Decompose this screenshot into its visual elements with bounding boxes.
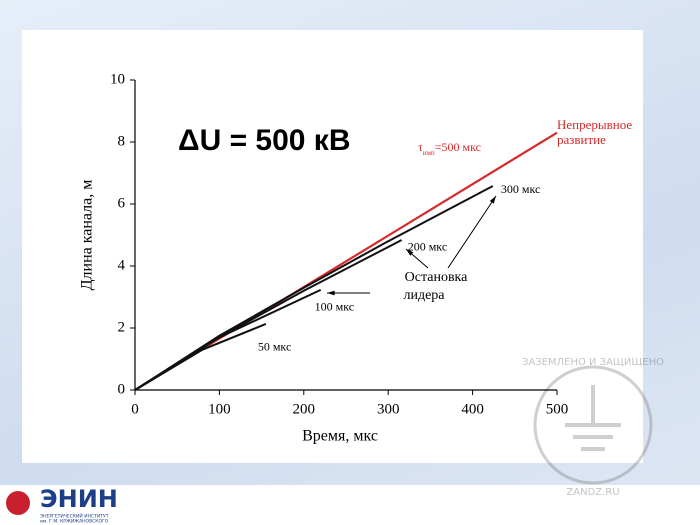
- series-line: [134, 323, 267, 391]
- tau-text: =500 мкс: [435, 140, 481, 154]
- x-axis-label: Время, мкс: [302, 428, 378, 445]
- logo-icon: [6, 491, 30, 515]
- arrow-head: [406, 249, 414, 256]
- watermark-text: ЗАЗЕМЛЕНО И ЗАЩИЩЕНО: [522, 357, 664, 368]
- watermark-site: ZANDZ.RU: [566, 487, 619, 498]
- series-label: 300 мкс: [501, 182, 540, 196]
- y-tick-label: 4: [118, 257, 126, 273]
- y-axis-label: Длина канала, м: [79, 180, 96, 291]
- tau-label: τимп=500 мкс: [418, 140, 481, 157]
- watermark-ring: [533, 365, 653, 485]
- series-label: 100 мкс: [315, 300, 354, 314]
- tau-symbol: τ: [418, 140, 423, 154]
- x-tick-label: 500: [546, 401, 569, 417]
- logo-subtitle: им. Г.М. КРЖИЖАНОВСКОГО: [40, 519, 109, 525]
- x-tick-label: 300: [377, 401, 400, 417]
- x-tick-label: 200: [293, 401, 316, 417]
- logo-title: ЭНИН: [40, 485, 118, 513]
- y-tick-label: 10: [110, 71, 125, 87]
- series-label: 50 мкс: [258, 340, 291, 354]
- y-tick-label: 2: [118, 319, 126, 335]
- y-tick-label: 8: [118, 133, 126, 149]
- arrow: [447, 195, 497, 269]
- arrow-head: [489, 196, 496, 204]
- annotation: ΔU = 500 кВ: [178, 124, 351, 157]
- x-tick-label: 100: [208, 401, 231, 417]
- series-label: Непрерывное развитие: [557, 117, 633, 147]
- chart-background: [22, 30, 643, 463]
- x-tick-label: 400: [461, 401, 484, 417]
- watermark: ЗАЗЕМЛЕНО И ЗАЩИЩЕНО ZANDZ.RU: [522, 357, 664, 498]
- x-tick-label: 0: [131, 401, 139, 417]
- y-tick-label: 6: [118, 195, 126, 211]
- y-tick-label: 0: [118, 381, 126, 397]
- arrow-head: [327, 290, 335, 296]
- annotation: Остановка: [405, 270, 469, 285]
- series-label: 200 мкс: [408, 240, 447, 254]
- footer: [0, 485, 700, 525]
- tau-subscript: имп: [423, 149, 435, 157]
- annotation: лидера: [403, 288, 445, 303]
- logo-subtitle: ЭНЕРГЕТИЧЕСКИЙ ИНСТИТУТ: [40, 513, 109, 520]
